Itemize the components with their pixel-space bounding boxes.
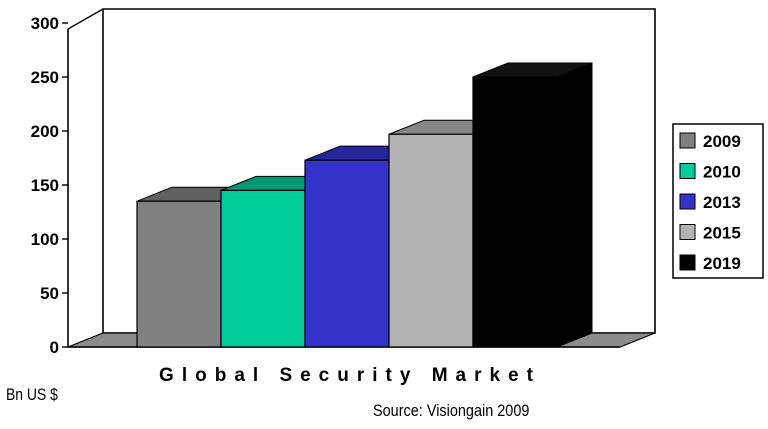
legend-label: 2010: [703, 163, 741, 182]
y-tick-label: 200: [31, 122, 59, 141]
y-tick-label: 300: [31, 14, 59, 33]
y-tick-label: 50: [40, 284, 59, 303]
legend-swatch: [679, 224, 696, 240]
legend-label: 2015: [703, 224, 741, 243]
bar-side-face: [556, 62, 593, 348]
legend: 2009 2010 2013 2015 2019: [672, 123, 764, 279]
bar-front-face: [220, 189, 306, 348]
legend-swatch: [679, 254, 696, 271]
y-axis: 0 50 100 150 200 250 300: [31, 14, 68, 357]
y-tick-label: 150: [31, 176, 59, 195]
bar-front-face: [472, 76, 558, 348]
bar-2019: [472, 62, 593, 348]
legend-item-2019: 2019: [679, 254, 741, 273]
legend-item-2009: 2009: [679, 132, 741, 151]
bar-series: [136, 62, 593, 348]
y-tick-label: 250: [31, 68, 59, 87]
unit-label: Bn US $: [6, 385, 58, 404]
legend-swatch: [679, 132, 696, 149]
legend-swatch: [679, 193, 696, 210]
bar-front-face: [304, 159, 390, 348]
bar-front-face: [388, 133, 474, 348]
legend-label: 2019: [703, 254, 741, 273]
y-tick-label: 100: [31, 230, 59, 249]
source-note: Source: Visiongain 2009: [373, 401, 530, 420]
legend-swatch: [679, 163, 696, 179]
wall-top-edge: [67, 8, 104, 30]
y-tick-label: 0: [50, 338, 59, 357]
legend-item-2015: 2015: [679, 224, 741, 243]
x-axis-label: Global Security Market: [159, 365, 541, 386]
bar-front-face: [136, 200, 222, 348]
legend-label: 2009: [703, 132, 741, 151]
legend-item-2010: 2010: [679, 163, 741, 182]
legend-label: 2013: [703, 193, 741, 212]
legend-item-2013: 2013: [679, 193, 741, 212]
